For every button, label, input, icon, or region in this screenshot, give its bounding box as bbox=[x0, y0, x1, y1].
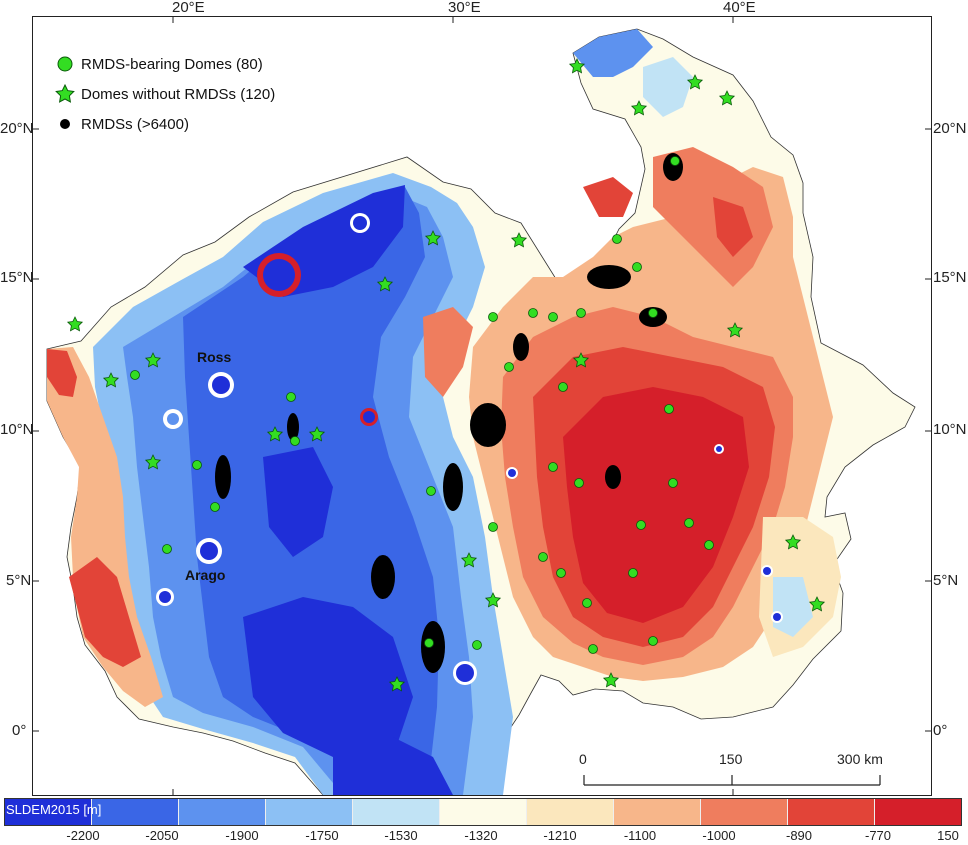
lat-label-20n-left: 20°N bbox=[0, 120, 34, 137]
elevation-colorbar bbox=[4, 798, 962, 826]
lon-label-30: 30°E bbox=[448, 0, 481, 16]
colorbar-label: -1530 bbox=[384, 828, 418, 843]
legend-label: Domes without RMDSs (120) bbox=[81, 85, 276, 103]
colorbar-cell bbox=[440, 799, 527, 825]
lon-label-40: 40°E bbox=[723, 0, 756, 16]
lat-label-15n-right: 15°N bbox=[933, 269, 967, 286]
colorbar-cell bbox=[527, 799, 614, 825]
colorbar-label: 150 bbox=[937, 828, 959, 843]
colorbar-label: -1750 bbox=[305, 828, 339, 843]
scale-bar-graphic bbox=[583, 775, 881, 786]
rmds-dots bbox=[215, 153, 683, 673]
dome-stars bbox=[66, 58, 826, 692]
colorbar-cell bbox=[266, 799, 353, 825]
crater-label-arago: Arago bbox=[185, 567, 226, 583]
craters bbox=[156, 213, 783, 685]
crater-label-ross: Ross bbox=[197, 349, 232, 365]
lat-label-10n-right: 10°N bbox=[933, 421, 967, 438]
legend-item-rmds: RMDSs (>6400) bbox=[55, 109, 275, 139]
colorbar-label: -1210 bbox=[543, 828, 577, 843]
colorbar-cell bbox=[353, 799, 440, 825]
western-rim bbox=[47, 347, 163, 707]
colorbar-cell bbox=[701, 799, 788, 825]
lat-label-5n-left: 5°N bbox=[6, 572, 32, 589]
dome-circles bbox=[130, 156, 714, 654]
lon-label-20: 20°E bbox=[172, 0, 205, 16]
lat-label-5n-right: 5°N bbox=[933, 572, 959, 589]
lat-label-20n-right: 20°N bbox=[933, 120, 967, 137]
legend-item-domes-without: Domes without RMDSs (120) bbox=[55, 79, 275, 109]
colorbar-label: -1900 bbox=[225, 828, 259, 843]
colorbar-label: -1100 bbox=[623, 828, 657, 843]
colorbar-label: -1320 bbox=[464, 828, 498, 843]
legend-label: RMDS-bearing Domes (80) bbox=[81, 55, 263, 73]
colorbar-cell bbox=[5, 799, 92, 825]
scale-tick-300: 300 km bbox=[837, 751, 883, 767]
colorbar-label: -2050 bbox=[145, 828, 179, 843]
scale-tick-150: 150 bbox=[719, 751, 743, 767]
scale-bar: 0 150 300 km bbox=[579, 751, 883, 787]
colorbar-label: -2200 bbox=[66, 828, 100, 843]
legend-item-rmds-domes: RMDS-bearing Domes (80) bbox=[55, 49, 275, 79]
elevation-map bbox=[33, 17, 931, 795]
colorbar-cell bbox=[614, 799, 701, 825]
scale-tick-0: 0 bbox=[579, 751, 587, 767]
legend-label: RMDSs (>6400) bbox=[81, 115, 189, 133]
lat-label-0-right: 0° bbox=[933, 722, 948, 739]
lat-label-15n-left: 15°N bbox=[0, 269, 34, 286]
map-frame: RMDS-bearing Domes (80) Domes without RM… bbox=[32, 16, 932, 796]
colorbar-cell bbox=[788, 799, 875, 825]
colorbar-label: -1000 bbox=[702, 828, 736, 843]
map-legend: RMDS-bearing Domes (80) Domes without RM… bbox=[55, 49, 275, 139]
colorbar-cell bbox=[92, 799, 179, 825]
lat-label-10n-left: 10°N bbox=[0, 421, 34, 438]
colorbar-label: -890 bbox=[785, 828, 813, 843]
colorbar-label: -770 bbox=[864, 828, 892, 843]
green-star-icon bbox=[55, 84, 75, 104]
lat-label-0-left: 0° bbox=[12, 722, 27, 739]
colorbar-cell bbox=[875, 799, 961, 825]
colorbar-cell bbox=[179, 799, 266, 825]
black-dot-icon bbox=[55, 114, 75, 134]
colorbar-title: SLDEM2015 [m] bbox=[6, 802, 102, 817]
green-circle-icon bbox=[55, 54, 75, 74]
